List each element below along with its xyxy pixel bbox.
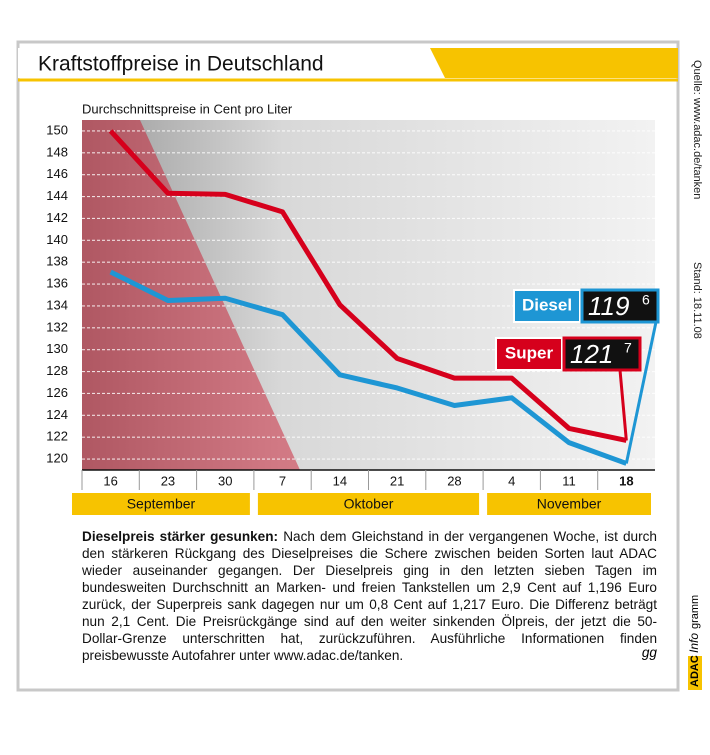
x-tick-label: 7 (279, 473, 286, 488)
y-tick-label: 142 (46, 210, 68, 225)
photo-hint (82, 120, 300, 470)
brand-gramm: gramm (689, 595, 701, 629)
y-tick-label: 128 (46, 363, 68, 378)
label-bg (495, 337, 563, 371)
series-line (108, 129, 627, 443)
lead: Dieselpreis stärker gesunken: (82, 529, 279, 544)
label-connector (618, 369, 628, 441)
brand-info: Info (687, 633, 701, 653)
x-tick-label: 18 (619, 473, 633, 488)
legend-label: Super (505, 343, 554, 362)
y-tick-label: 148 (46, 144, 68, 159)
x-tick-label: 30 (218, 473, 232, 488)
y-tick-label: 130 (46, 341, 68, 356)
brand-box (688, 656, 702, 690)
y-axis-label: Durchschnittspreise in Cent pro Liter (82, 101, 293, 116)
y-tick-label: 126 (46, 385, 68, 400)
y-tick-label: 134 (46, 297, 68, 312)
x-tick-label: 16 (103, 473, 117, 488)
price-display (562, 336, 642, 372)
date: Stand: 18.11.08 (691, 262, 703, 339)
y-tick-label: 138 (46, 254, 68, 269)
signature: gg (641, 645, 657, 660)
description: Dieselpreis stärker gesunken: Nach dem G… (82, 528, 657, 664)
chart-title: Kraftstoffpreise in Deutschland (38, 53, 324, 76)
price-display (580, 288, 660, 324)
month-bar (487, 493, 651, 515)
price-sup: 6 (642, 292, 650, 308)
month-label: Oktober (344, 496, 394, 512)
y-tick-label: 146 (46, 166, 68, 181)
x-tick-label: 4 (508, 473, 515, 488)
x-tick-label: 14 (333, 473, 347, 488)
y-tick-label: 124 (46, 407, 68, 422)
y-tick-label: 136 (46, 276, 68, 291)
x-tick-label: 21 (390, 473, 404, 488)
month-label: September (127, 496, 196, 512)
y-tick-label: 132 (46, 319, 68, 334)
title-mask-edge (400, 48, 445, 78)
title-mask (18, 48, 430, 78)
y-tick-label: 122 (46, 429, 68, 444)
series-line (109, 269, 628, 466)
y-tick-label: 144 (46, 188, 68, 203)
title-bar (420, 48, 678, 78)
price-sup: 7 (624, 340, 632, 356)
y-tick-label: 150 (46, 122, 68, 137)
label-connector (624, 321, 658, 464)
month-bar (257, 493, 480, 515)
y-tick-label: 140 (46, 232, 68, 247)
brand: ADAC (689, 655, 701, 687)
x-tick-label: 23 (161, 473, 175, 488)
x-tick-label: 28 (447, 473, 461, 488)
source: Quelle: www.adac.de/tanken (691, 60, 703, 199)
price-main: 119 (588, 291, 629, 321)
y-tick-label: 120 (46, 451, 68, 466)
month-bar (72, 493, 250, 515)
month-label: November (537, 496, 602, 512)
x-tick-label: 11 (562, 473, 576, 488)
body: Nach dem Gleichstand in der vergangenen … (82, 529, 657, 663)
price-main: 121 (570, 339, 613, 369)
label-bg (513, 289, 581, 323)
legend-label: Diesel (522, 295, 572, 314)
